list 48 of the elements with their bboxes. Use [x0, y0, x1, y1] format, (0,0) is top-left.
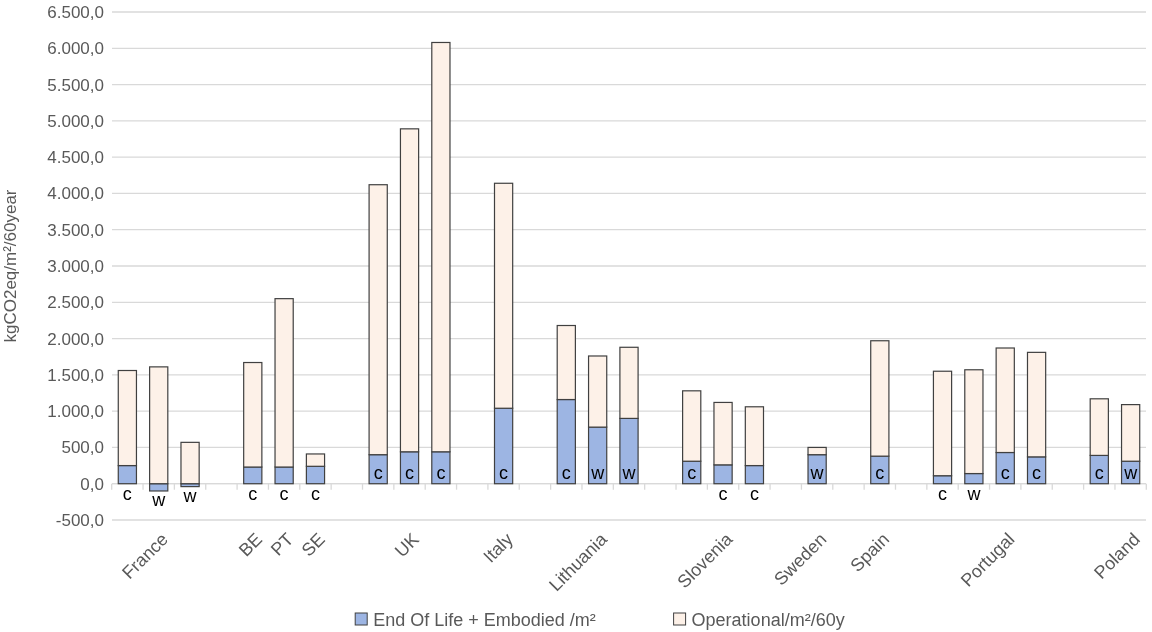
y-tick-label: 4.000,0 [47, 184, 104, 204]
y-tick-label: 1.500,0 [47, 365, 104, 385]
data-label: c [1000, 462, 1010, 483]
data-label: c [405, 462, 415, 483]
data-label: w [966, 483, 982, 504]
x-tick-label: BE [234, 529, 267, 561]
data-label: c [1032, 462, 1042, 483]
data-label: c [687, 462, 697, 483]
y-tick-label: 6.500,0 [47, 2, 104, 22]
data-label: c [718, 483, 728, 504]
y-tick-label: -500,0 [55, 510, 104, 530]
data-label: c [561, 462, 571, 483]
y-tick-label: 0,0 [80, 474, 104, 494]
data-label: w [621, 462, 637, 483]
data-label: c [436, 462, 446, 483]
y-tick-label: 2.500,0 [47, 293, 104, 313]
data-label: w [809, 462, 825, 483]
data-label: c [749, 483, 759, 504]
y-tick-label: 5.500,0 [47, 75, 104, 95]
y-tick-label: 3.000,0 [47, 256, 104, 276]
data-label: c [499, 462, 509, 483]
y-axis-title: kgCO2eq/m²/60year [1, 189, 20, 343]
data-label: w [182, 485, 198, 506]
y-tick-label: 3.500,0 [47, 220, 104, 240]
legend-label: End Of Life + Embodied /m² [373, 610, 596, 631]
x-tick-label: Italy [479, 529, 517, 567]
x-tick-label: SE [297, 529, 329, 561]
data-label: c [373, 462, 383, 483]
legend-label: Operational/m²/60y [691, 610, 845, 631]
y-tick-label: 5.000,0 [47, 111, 104, 131]
x-tick-label: PT [266, 529, 298, 560]
data-label: c [875, 462, 885, 483]
bar [180, 441, 200, 485]
data-label: c [1094, 462, 1104, 483]
data-label: w [1123, 462, 1139, 483]
y-tick-label: 4.500,0 [47, 148, 104, 168]
y-tick-label: 6.000,0 [47, 39, 104, 59]
data-label: w [590, 462, 606, 483]
data-label: w [151, 489, 167, 510]
y-tick-label: 500,0 [61, 438, 104, 458]
y-tick-label: 2.000,0 [47, 329, 104, 349]
data-label: c [122, 483, 132, 504]
data-label: c [279, 483, 289, 504]
data-label: c [938, 483, 948, 504]
data-label: c [310, 483, 320, 504]
y-tick-label: 1.000,0 [47, 402, 104, 422]
data-label: c [248, 483, 258, 504]
x-tick-label: UK [390, 529, 423, 561]
